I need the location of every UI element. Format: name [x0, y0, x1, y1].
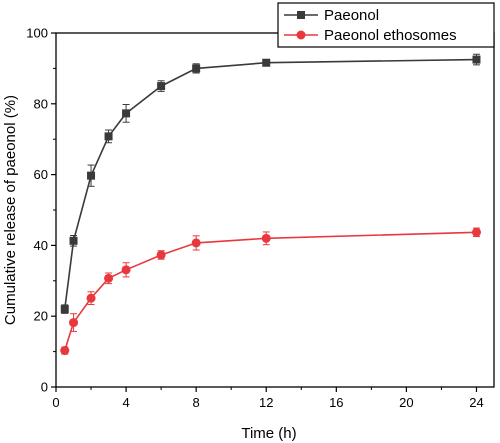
legend-marker — [297, 11, 305, 19]
data-point — [156, 250, 166, 260]
x-tick-label: 0 — [52, 395, 59, 410]
y-tick-label: 100 — [26, 26, 48, 41]
data-point — [87, 171, 96, 180]
data-point — [261, 233, 271, 243]
legend-label: Paeonol ethosomes — [324, 27, 457, 44]
data-point — [471, 227, 481, 237]
data-point — [157, 82, 166, 91]
data-point — [472, 55, 481, 64]
data-point — [69, 318, 79, 328]
y-tick-label: 40 — [34, 238, 48, 253]
data-point — [60, 346, 70, 356]
data-point — [192, 64, 201, 73]
x-tick-label: 20 — [399, 395, 413, 410]
y-tick-label: 0 — [41, 380, 48, 395]
legend-label: Paeonol — [324, 7, 379, 24]
x-tick-label: 12 — [259, 395, 273, 410]
data-point — [122, 109, 131, 118]
y-tick-label: 60 — [34, 167, 48, 182]
y-tick-label: 80 — [34, 96, 48, 111]
data-point — [86, 293, 96, 303]
plot-frame — [55, 32, 495, 388]
x-tick-label: 4 — [122, 395, 129, 410]
x-axis-title: Time (h) — [241, 425, 296, 442]
data-point — [104, 273, 114, 283]
legend-marker — [296, 30, 306, 40]
x-tick-label: 8 — [193, 395, 200, 410]
data-point — [121, 265, 131, 275]
legend-box — [277, 2, 495, 48]
data-point — [60, 305, 69, 314]
series-line-2 — [63, 231, 477, 351]
data-point — [104, 132, 113, 141]
data-point — [69, 236, 78, 245]
data-point — [262, 58, 271, 67]
x-tick-label: 24 — [469, 395, 483, 410]
y-tick-label: 20 — [34, 309, 48, 324]
x-tick-label: 16 — [329, 395, 343, 410]
plot-area: 0 4 8 12 16 20 24 0 20 40 60 80 100 — [26, 26, 495, 410]
y-axis-title: Cumulative release of paeonol (%) — [2, 95, 19, 325]
data-point — [191, 238, 201, 248]
legend: Paeonol Paeonol ethosomes — [277, 2, 495, 48]
